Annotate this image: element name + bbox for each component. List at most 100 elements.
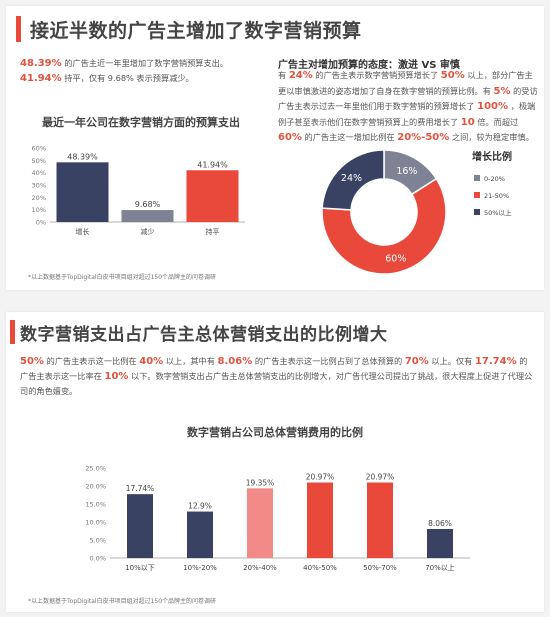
bar: [427, 528, 453, 558]
section-budget-card: 接近半数的广告主增加了数字营销预算 48.39% 的广告主近一年里增加了数字营销…: [6, 6, 544, 290]
category-label: 50%-70%: [363, 564, 397, 572]
share-chart-title: 数字营销占公司总体营销费用的比例: [187, 426, 363, 439]
y-tick-label: 0%: [36, 219, 46, 227]
attitude-heading: 广告主对增加预算的态度：激进 VS 审慎: [278, 60, 460, 71]
para-text: 之间，较为稳定审慎。: [451, 132, 534, 142]
para-text: 的受访广告主表示过去一年里他们用于数字营销的预算增长了: [278, 85, 538, 112]
share-bar-chart: 0.0% 5.0% 10.0% 15.0% 20.0% 25.0% 17.74% 10%以下 1…: [85, 465, 470, 572]
slice-label: 24%: [341, 173, 362, 184]
para-value: 20%-50%: [397, 132, 450, 143]
bar: [187, 511, 213, 558]
para-text: 的广告主表示这一比例占到了总体预算的: [254, 356, 403, 366]
intro-line2: 持平，仅有 9.68% 表示预算减少。: [64, 73, 194, 83]
data-label: 20.97%: [366, 473, 395, 482]
slice-label: 16%: [396, 166, 417, 177]
bar: [127, 494, 153, 558]
legend-swatch: [474, 175, 480, 181]
para-text: 有: [278, 70, 287, 80]
para-value: 8.06%: [217, 356, 253, 367]
share-paragraph: 50% 的广告主表示这一比例在 40% 以上，其中有 8.06% 的广告主表示这…: [20, 354, 535, 399]
data-label: 19.35%: [246, 478, 275, 487]
category-label: 10%以下: [125, 564, 155, 572]
para-text: 的广告主表示数字营销预算增长了: [315, 70, 439, 80]
y-tick-label: 40%: [32, 169, 46, 177]
footnote: *以上数据基于TopDigital白皮书项目组对超过150个品牌主的问卷调研: [28, 598, 217, 605]
intro-value-flat: 41.94%: [20, 73, 62, 84]
data-label: 48.39%: [67, 152, 98, 161]
para-text: 以下。数字营销支出占广告主总体营销支出的比例增大，对广告代理公司提出了挑战，很大…: [20, 371, 533, 396]
para-text: 的广告主表示这一比率在: [20, 356, 528, 381]
category-label: 40%-50%: [303, 564, 337, 572]
para-text: 倍。而超过: [477, 116, 519, 127]
para-value: 5%: [493, 85, 511, 97]
y-tick-label: 30%: [32, 182, 46, 190]
y-tick-label: 10.0%: [85, 519, 106, 527]
para-value: 50%: [440, 70, 465, 81]
footnote: *以上数据基于TopDigital白皮书项目组对超过150个品牌主的问卷调研: [28, 274, 217, 281]
y-tick-label: 10%: [32, 206, 46, 214]
slice-label: 60%: [385, 254, 406, 265]
y-tick-label: 50%: [32, 157, 46, 165]
para-text: 以上。仅有: [431, 356, 473, 366]
para-value: 40%: [139, 356, 164, 367]
category-label: 10%-20%: [183, 564, 217, 572]
para-value: 17.74%: [474, 356, 517, 367]
category-label: 减少: [141, 227, 155, 236]
section-share-card: 数字营销支出占广告主总体营销支出的比例增大 50% 的广告主表示这一比例在 40…: [6, 312, 544, 612]
category-label: 增长: [76, 227, 90, 236]
section-accent-bar: [10, 320, 15, 344]
bar: [367, 482, 393, 558]
bar: [121, 210, 174, 222]
legend-label: 50%以上: [484, 208, 512, 217]
section-title: 数字营销支出占广告主总体营销支出的比例增大: [20, 325, 388, 345]
y-tick-label: 20.0%: [85, 483, 106, 491]
y-tick-label: 60%: [32, 145, 46, 153]
data-label: 17.74%: [126, 484, 155, 493]
intro-line1: 的广告主近一年里增加了数字营销预算支出。: [64, 58, 229, 68]
para-value: 10: [460, 116, 475, 128]
para-value: 60%: [278, 132, 302, 143]
category-label: 20%-40%: [243, 564, 277, 572]
para-value: 100%: [477, 101, 509, 112]
para-text: ，极端例子甚至表示他们在数字营销预算上的费用增长了: [278, 101, 536, 127]
category-label: 持平: [206, 227, 220, 236]
bar: [56, 162, 109, 222]
para-value: 24%: [288, 70, 313, 81]
data-label: 12.9%: [188, 502, 212, 511]
donut-slice: [321, 177, 447, 275]
category-label: 70%以上: [425, 563, 455, 572]
bar: [247, 488, 273, 558]
attitude-paragraph: 有 24% 的广告主表示数字营销预算增长了 50% 以上，部分广告主更以审慎激进…: [278, 68, 540, 146]
intro-value-increase: 48.39%: [20, 58, 62, 69]
data-label: 41.94%: [197, 160, 228, 169]
budget-chart-title: 最近一年公司在数字营销方面的预算支出: [42, 116, 240, 129]
budget-bar-chart: 0% 10% 20% 30% 40% 50% 60% 48.39% 增长 9.68% 减少 41.94…: [32, 145, 245, 236]
section-accent-bar: [16, 16, 21, 42]
donut-slice: [321, 149, 385, 211]
para-value: 70%: [404, 356, 429, 367]
y-tick-label: 0.0%: [89, 555, 106, 563]
legend-label: 0-20%: [484, 175, 505, 183]
section-title: 接近半数的广告主增加了数字营销预算: [30, 20, 362, 42]
para-value: 50%: [20, 356, 44, 367]
para-text: 的广告主表示这一比例在: [46, 356, 137, 366]
para-text: 的广告主这一增加比例在: [304, 132, 395, 142]
legend-title: 增长比例: [472, 150, 512, 163]
growth-donut-chart: 16% 60% 24% 增长比例 0-20% 21-50% 50%以上: [321, 149, 512, 275]
legend-swatch: [474, 209, 480, 215]
legend-label: 21-50%: [484, 192, 509, 200]
y-tick-label: 20%: [32, 194, 46, 202]
data-label: 9.68%: [135, 200, 161, 209]
para-text: 以上，部分广告主更以审慎激进的姿态增加了自身在数字营销的预算比例。有: [278, 70, 533, 96]
para-value: 10%: [104, 371, 129, 382]
para-text: 以上，其中有: [165, 356, 215, 366]
y-tick-label: 25.0%: [85, 465, 106, 473]
data-label: 8.06%: [428, 519, 452, 528]
legend-swatch: [474, 192, 480, 198]
y-tick-label: 15.0%: [85, 501, 106, 509]
bar: [307, 482, 333, 558]
y-tick-label: 5.0%: [89, 537, 106, 545]
bar: [186, 170, 239, 222]
intro-text: 48.39% 的广告主近一年里增加了数字营销预算支出。 41.94% 持平，仅有…: [20, 56, 280, 86]
data-label: 20.97%: [306, 473, 335, 482]
